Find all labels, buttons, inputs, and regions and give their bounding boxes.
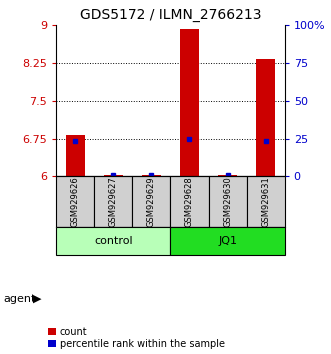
Bar (66, 135, 85, 177)
FancyBboxPatch shape (170, 177, 209, 227)
FancyBboxPatch shape (56, 177, 94, 227)
Bar (256, 59, 275, 177)
Bar (142, 176, 161, 177)
Text: agent: agent (3, 294, 36, 304)
Title: GDS5172 / ILMN_2766213: GDS5172 / ILMN_2766213 (80, 8, 261, 22)
Text: GSM929631: GSM929631 (261, 176, 270, 227)
Bar (218, 176, 237, 177)
Text: GSM929627: GSM929627 (109, 176, 118, 227)
Bar (180, 29, 199, 177)
Text: GSM929628: GSM929628 (185, 176, 194, 227)
Text: GSM929626: GSM929626 (71, 176, 80, 227)
Text: ▶: ▶ (33, 294, 42, 304)
Text: GSM929630: GSM929630 (223, 176, 232, 227)
FancyBboxPatch shape (94, 177, 132, 227)
FancyBboxPatch shape (56, 227, 170, 255)
FancyBboxPatch shape (132, 177, 170, 227)
Text: JQ1: JQ1 (218, 236, 237, 246)
FancyBboxPatch shape (209, 177, 247, 227)
Text: GSM929629: GSM929629 (147, 176, 156, 227)
Bar (104, 176, 123, 177)
Legend: count, percentile rank within the sample: count, percentile rank within the sample (48, 327, 224, 349)
FancyBboxPatch shape (170, 227, 285, 255)
Text: control: control (94, 236, 133, 246)
FancyBboxPatch shape (247, 177, 285, 227)
